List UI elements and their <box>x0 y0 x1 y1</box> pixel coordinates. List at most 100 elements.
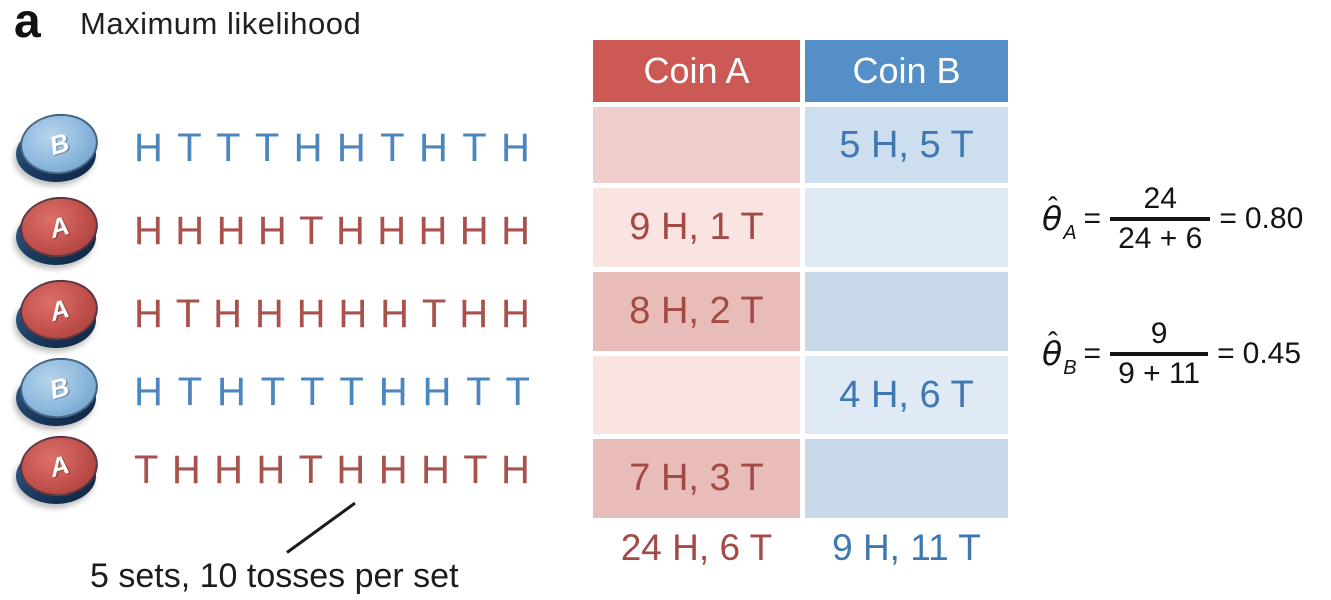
total-coin-b: 9 H, 11 T <box>832 527 981 568</box>
toss-letter: H <box>213 292 242 336</box>
toss-letter: H <box>338 292 368 336</box>
theta-hat-a-symbol: ˆ θ A <box>1042 192 1077 244</box>
toss-letter: T <box>254 126 280 170</box>
toss-letter: T <box>300 370 325 414</box>
table-header-coin-b: Coin B <box>805 40 1008 102</box>
toss-letter: H <box>501 448 530 492</box>
toss-letter: T <box>505 370 530 414</box>
table-cell-coin-b-row-2 <box>805 188 1008 267</box>
toss-letter: H <box>422 370 452 414</box>
toss-letter: T <box>177 126 202 170</box>
formula-theta-b: ˆ θ B = 9 9 + 11 = 0.45 <box>1042 318 1301 389</box>
fraction: 24 24 + 6 <box>1110 182 1211 254</box>
coin-letter: A <box>45 209 73 244</box>
toss-letter: H <box>217 370 246 414</box>
formula-result: 0.45 <box>1242 336 1302 370</box>
toss-letter: H <box>175 209 205 253</box>
toss-letter: H <box>378 448 408 492</box>
results-table: Coin A Coin B 5 H, 5 T 9 H, 1 T 8 H, 2 T… <box>593 40 1008 518</box>
toss-letter: H <box>418 126 448 170</box>
toss-letter: T <box>299 209 324 253</box>
fraction: 9 9 + 11 <box>1110 317 1209 390</box>
fraction-numerator: 9 <box>1150 317 1168 350</box>
toss-letter: T <box>134 448 159 492</box>
toss-letter: T <box>177 370 203 414</box>
toss-letter: H <box>500 292 530 336</box>
toss-letter: T <box>463 448 488 492</box>
toss-letter: H <box>257 209 287 253</box>
toss-letter: H <box>134 370 163 414</box>
toss-letter: H <box>420 448 450 492</box>
equals-sign: = <box>1083 336 1102 370</box>
fraction-bar <box>1110 351 1209 356</box>
toss-letter: H <box>336 126 366 170</box>
coin-b-icon: B <box>15 110 101 183</box>
toss-letter: T <box>466 370 491 414</box>
coin-letter: A <box>45 292 73 327</box>
toss-letter: T <box>380 126 405 170</box>
table-cell-coin-b-row-3 <box>805 272 1008 351</box>
coin-letter: B <box>45 126 73 161</box>
toss-letter: H <box>377 209 407 253</box>
equals-sign: = <box>1083 201 1102 235</box>
formula-theta-a: ˆ θ A = 24 24 + 6 = 0.80 <box>1042 183 1303 254</box>
theta-subscript: A <box>1063 222 1077 244</box>
toss-letter: H <box>134 292 163 336</box>
toss-letter: H <box>296 292 326 336</box>
table-cell-coin-a-row-3: 8 H, 2 T <box>593 272 800 351</box>
toss-letter: H <box>459 292 489 336</box>
coin-a-icon: A <box>15 193 101 266</box>
toss-letter: H <box>335 209 365 253</box>
toss-letter: H <box>134 209 163 253</box>
table-cell-coin-b-row-1: 5 H, 5 T <box>805 107 1008 183</box>
toss-letter: H <box>418 209 448 253</box>
toss-letter: H <box>336 448 366 492</box>
theta-symbol: θ <box>1042 334 1063 373</box>
table-cell-coin-a-row-2: 9 H, 1 T <box>593 188 800 267</box>
hat-accent: ˆ <box>1048 192 1058 225</box>
toss-letter: H <box>256 448 286 492</box>
toss-letter: T <box>175 292 201 336</box>
toss-letter: T <box>260 370 286 414</box>
table-cell-coin-a-row-5: 7 H, 3 T <box>593 439 800 518</box>
equals-sign: = <box>1217 336 1235 370</box>
table-cell-coin-b-row-4: 4 H, 6 T <box>805 356 1008 434</box>
formula-result: 0.80 <box>1244 201 1304 235</box>
toss-letter: H <box>216 209 246 253</box>
toss-letter: H <box>293 126 323 170</box>
theta-symbol: θ <box>1042 199 1063 238</box>
toss-letter: T <box>339 370 364 414</box>
toss-letter: T <box>216 126 241 170</box>
equals-sign: = <box>1219 201 1237 235</box>
coin-letter: B <box>45 370 73 405</box>
table-totals: 24 H, 6 T 9 H, 11 T <box>593 527 1008 569</box>
coin-a-icon: A <box>15 276 101 349</box>
fraction-bar <box>1110 216 1211 221</box>
toss-letter: H <box>459 209 489 253</box>
toss-letter: H <box>171 448 201 492</box>
toss-letter: H <box>134 126 163 170</box>
toss-letter: T <box>462 126 487 170</box>
toss-letter: H <box>501 209 530 253</box>
caption-sets-label: 5 sets, 10 tosses per set <box>90 557 459 595</box>
toss-letter: H <box>254 292 284 336</box>
fraction-numerator: 24 <box>1143 182 1177 215</box>
table-cell-coin-a-row-4 <box>593 356 800 434</box>
fraction-denominator: 9 + 11 <box>1118 356 1201 390</box>
coin-b-icon: B <box>15 354 101 427</box>
theta-subscript: B <box>1063 357 1077 379</box>
total-coin-a: 24 H, 6 T <box>620 527 773 568</box>
panel-title: Maximum likelihood <box>80 6 362 41</box>
toss-letter: T <box>421 292 447 336</box>
toss-letter: H <box>380 292 410 336</box>
